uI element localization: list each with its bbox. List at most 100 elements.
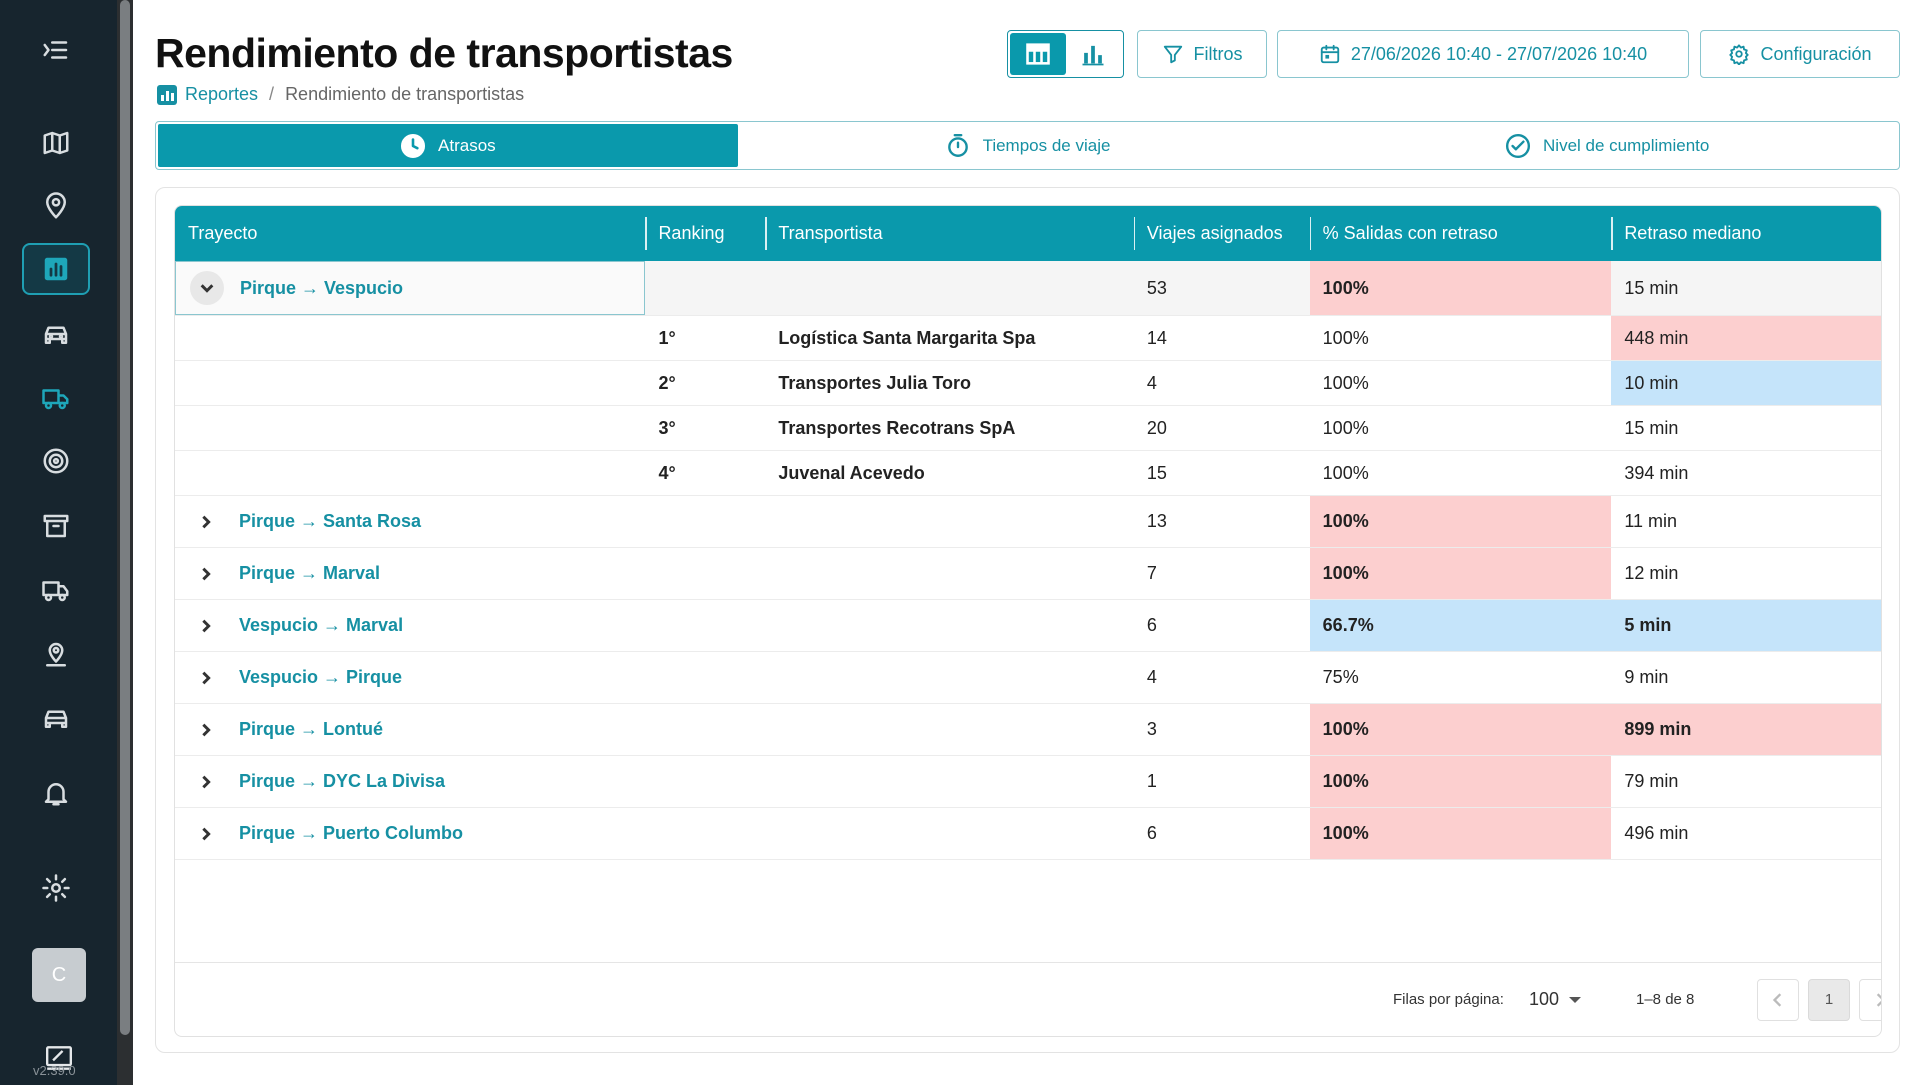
location-pin-icon[interactable] — [22, 180, 90, 232]
cell-retraso-mediano: 11 min — [1624, 511, 1678, 531]
chevron-down-icon[interactable] — [190, 271, 224, 305]
table-row-group[interactable]: Vespucio → Marval 6 66.7% 5 min — [175, 600, 1881, 652]
next-page-button[interactable] — [1859, 978, 1881, 1021]
map-icon[interactable] — [22, 117, 90, 169]
bar-chart-icon — [1082, 45, 1104, 66]
column-header-retraso-mediano[interactable]: Retraso mediano — [1611, 206, 1881, 261]
column-header-transportista[interactable]: Transportista — [765, 206, 1134, 261]
chevron-right-icon[interactable] — [189, 765, 223, 799]
cell-transportista — [765, 548, 1134, 599]
cell-retraso-mediano: 15 min — [1624, 277, 1679, 298]
route-link[interactable]: Vespucio → Pirque — [239, 667, 403, 687]
table-row-carrier: 1° Logística Santa Margarita Spa 14 100% 448… — [175, 316, 1881, 361]
chevron-right-icon[interactable] — [189, 609, 223, 643]
cell-transportista — [765, 496, 1134, 547]
route-link[interactable]: Pirque → Vespucio — [240, 277, 404, 298]
filters-label: Filtros — [1193, 43, 1243, 64]
route-link[interactable]: Pirque → Puerto Columbo — [239, 823, 464, 843]
cell-transportista — [765, 600, 1134, 651]
table-row-carrier: 2° Transportes Julia Toro 4 100% 10 min — [175, 361, 1881, 406]
clock-icon — [400, 133, 426, 158]
cell-transportista: Logística Santa Margarita Spa — [778, 327, 1036, 348]
filters-button[interactable]: Filtros — [1137, 30, 1267, 78]
route-link[interactable]: Pirque → Santa Rosa — [239, 511, 422, 531]
cell-viajes: 1 — [1146, 771, 1157, 791]
app-version: v2.39.0 — [33, 1063, 76, 1078]
column-header-trayecto[interactable]: Trayecto — [188, 223, 258, 243]
table-row-group[interactable]: Pirque → Marval 7 100% 12 min — [175, 548, 1881, 600]
reports-icon — [157, 84, 177, 105]
rows-per-page-select[interactable]: 100 — [1529, 989, 1582, 1010]
delivery-truck-icon[interactable] — [22, 564, 90, 616]
tab-nivel-de-cumplimiento[interactable]: Nivel de cumplimiento — [1317, 124, 1897, 167]
table-row-group[interactable]: Pirque → Lontué 3 100% 899 min — [175, 704, 1881, 756]
map-marker-icon[interactable] — [22, 628, 90, 680]
page-button-current[interactable]: 1 — [1808, 978, 1850, 1021]
table-view-button[interactable] — [1010, 33, 1066, 75]
cell-transportista: Transportes Recotrans SpA — [778, 417, 1016, 438]
table-row-group[interactable]: Pirque → Vespucio 53 100% 15 min — [175, 261, 1881, 316]
cell-trayecto: Pirque → Puerto Columbo — [175, 808, 645, 859]
edit-screen-icon[interactable] — [44, 1045, 74, 1073]
table-row-group[interactable]: Pirque → Santa Rosa 13 100% 11 min — [175, 496, 1881, 548]
report-tabs: Atrasos Tiempos de viaje Nivel de cumpli… — [155, 121, 1900, 170]
sidebar-scrollbar[interactable] — [117, 0, 133, 1085]
chevron-right-icon[interactable] — [189, 713, 223, 747]
route-link[interactable]: Pirque → Lontué — [239, 719, 383, 739]
configuration-label: Configuración — [1760, 43, 1872, 64]
car-icon[interactable] — [22, 308, 90, 360]
cell-viajes: 6 — [1146, 823, 1157, 843]
archive-icon[interactable] — [22, 500, 90, 552]
gear-icon[interactable] — [22, 862, 90, 914]
tab-label: Atrasos — [438, 135, 496, 155]
cell-pct-retraso: 75% — [1322, 667, 1359, 687]
cell-transportista — [765, 756, 1134, 807]
tab-tiempos-de-viaje[interactable]: Tiempos de viaje — [738, 124, 1318, 167]
scrollbar-thumb[interactable] — [120, 0, 130, 1035]
route-link[interactable]: Pirque → DYC La Divisa — [239, 771, 446, 791]
route-link[interactable]: Vespucio → Marval — [239, 615, 404, 635]
truck-icon[interactable] — [22, 372, 90, 424]
column-header-salidas-con-retraso[interactable]: % Salidas con retraso — [1309, 206, 1612, 261]
cell-pct-retraso: 100% — [1309, 808, 1612, 859]
chevron-right-icon[interactable] — [189, 505, 223, 539]
previous-page-button[interactable] — [1757, 978, 1799, 1021]
filter-icon — [1163, 45, 1182, 64]
chevron-right-icon[interactable] — [189, 557, 223, 591]
vehicle-icon[interactable] — [22, 692, 90, 744]
bar-chart-icon[interactable] — [22, 243, 90, 295]
cell-trayecto: Vespucio → Pirque — [175, 652, 645, 703]
route-link[interactable]: Pirque → Marval — [239, 563, 381, 583]
table-row-group[interactable]: Vespucio → Pirque 4 75% 9 min — [175, 652, 1881, 704]
chart-view-button[interactable] — [1066, 33, 1122, 75]
chevron-right-icon[interactable] — [189, 817, 223, 851]
view-toggle — [1007, 30, 1124, 78]
table-row-group[interactable]: Pirque → Puerto Columbo 6 100% 496 min — [175, 808, 1881, 860]
date-range-label: 27/06/2026 10:40 - 27/07/2026 10:40 — [1350, 43, 1648, 64]
target-icon[interactable] — [22, 435, 90, 487]
chevron-right-icon[interactable] — [189, 661, 223, 695]
cell-retraso-mediano: 448 min — [1611, 316, 1881, 360]
table-header: Trayecto Ranking Transportista Viajes as… — [175, 206, 1881, 261]
cell-transportista — [765, 261, 1134, 315]
cell-ranking — [645, 704, 765, 755]
breadcrumb-link-reportes[interactable]: Reportes — [185, 84, 259, 104]
avatar[interactable]: C — [32, 948, 86, 1002]
configuration-button[interactable]: Configuración — [1700, 30, 1900, 78]
date-range-button[interactable]: 27/06/2026 10:40 - 27/07/2026 10:40 — [1277, 30, 1689, 78]
cell-viajes: 14 — [1146, 327, 1167, 348]
cell-viajes: 3 — [1146, 719, 1157, 739]
tab-label: Tiempos de viaje — [982, 135, 1111, 155]
cell-viajes: 4 — [1146, 372, 1157, 393]
cell-ranking — [645, 808, 765, 859]
column-header-viajes-asignados[interactable]: Viajes asignados — [1133, 206, 1310, 261]
tab-atrasos[interactable]: Atrasos — [158, 124, 738, 167]
cell-trayecto — [175, 316, 645, 360]
bell-icon[interactable] — [22, 767, 90, 819]
cell-ranking — [645, 600, 765, 651]
table-row-group[interactable]: Pirque → DYC La Divisa 1 100% 79 min — [175, 756, 1881, 808]
menu-collapse-icon[interactable] — [22, 24, 90, 76]
column-header-ranking[interactable]: Ranking — [645, 206, 765, 261]
cell-trayecto: Vespucio → Marval — [175, 600, 645, 651]
pagination-range: 1–8 de 8 — [1636, 991, 1695, 1008]
